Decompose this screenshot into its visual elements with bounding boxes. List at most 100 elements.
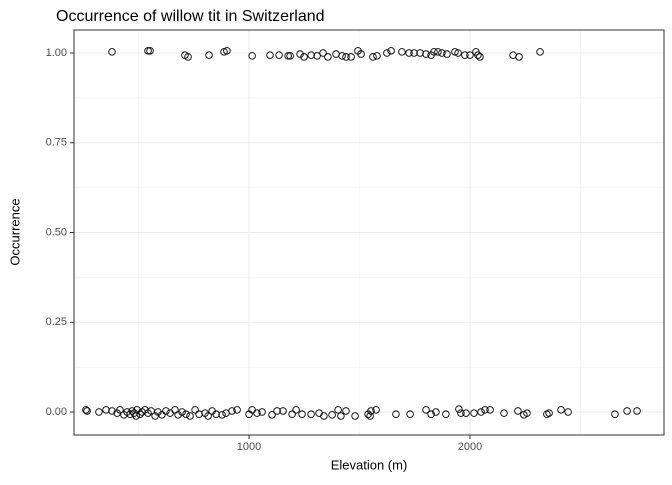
point xyxy=(218,411,226,419)
point xyxy=(523,409,531,417)
point xyxy=(334,406,342,414)
point xyxy=(342,53,350,61)
point xyxy=(284,52,292,60)
point xyxy=(204,412,212,420)
point xyxy=(466,51,474,59)
point xyxy=(369,53,377,61)
point xyxy=(212,410,220,418)
point xyxy=(470,409,478,417)
x-axis-label: Elevation (m) xyxy=(331,457,408,472)
point xyxy=(416,49,424,57)
point xyxy=(564,408,572,416)
point xyxy=(144,47,152,55)
point xyxy=(307,51,315,59)
point xyxy=(457,409,465,417)
point xyxy=(514,407,522,415)
chart-title: Occurrence of willow tit in Switzerland xyxy=(56,8,325,25)
point xyxy=(432,408,440,416)
point xyxy=(366,412,374,420)
point xyxy=(83,407,91,415)
point xyxy=(266,51,274,59)
point xyxy=(427,410,435,418)
point xyxy=(233,406,241,414)
point xyxy=(338,52,346,60)
point xyxy=(372,406,380,414)
point xyxy=(223,47,231,55)
point xyxy=(146,47,154,55)
point xyxy=(455,405,463,413)
x-tick-label: 1000 xyxy=(237,441,261,453)
point xyxy=(476,53,484,61)
point xyxy=(248,52,256,60)
point xyxy=(342,407,350,415)
point xyxy=(367,407,375,415)
point xyxy=(191,406,199,414)
point xyxy=(300,53,308,61)
point xyxy=(515,53,523,61)
point xyxy=(258,408,266,416)
point xyxy=(633,407,641,415)
y-tick-label: 0.50 xyxy=(46,226,67,238)
point xyxy=(462,409,470,417)
point xyxy=(313,52,321,60)
point xyxy=(324,53,332,61)
point xyxy=(474,51,482,59)
point xyxy=(398,48,406,56)
point xyxy=(95,408,103,416)
point xyxy=(128,407,136,415)
point xyxy=(108,48,116,56)
point xyxy=(545,409,553,417)
point xyxy=(430,48,438,56)
point xyxy=(422,50,430,58)
point xyxy=(184,53,192,61)
point xyxy=(286,52,294,60)
point xyxy=(442,410,450,418)
point xyxy=(279,407,287,415)
point xyxy=(116,406,124,414)
y-axis-label: Occurrence xyxy=(7,198,22,265)
y-tick-label: 0.25 xyxy=(46,316,67,328)
point xyxy=(253,409,261,417)
y-tick-label: 0.00 xyxy=(46,406,67,418)
point xyxy=(461,51,469,59)
point xyxy=(410,49,418,57)
point xyxy=(275,51,283,59)
point xyxy=(182,410,190,418)
panel-border xyxy=(73,29,665,436)
point xyxy=(273,407,281,415)
point xyxy=(320,412,328,420)
point xyxy=(434,48,442,56)
point xyxy=(351,412,359,420)
point xyxy=(481,406,489,414)
point xyxy=(451,48,459,56)
point xyxy=(102,406,110,414)
point xyxy=(357,50,365,58)
point xyxy=(195,410,203,418)
point xyxy=(186,412,194,420)
point xyxy=(392,410,400,418)
point xyxy=(347,53,355,61)
y-tick-label: 1.00 xyxy=(46,47,67,59)
point xyxy=(288,410,296,418)
point xyxy=(337,412,345,420)
point xyxy=(477,408,485,416)
point xyxy=(438,49,446,57)
point xyxy=(178,408,186,416)
point xyxy=(292,406,300,414)
point xyxy=(268,411,276,419)
point xyxy=(328,411,336,419)
x-tick-label: 2000 xyxy=(458,441,482,453)
point xyxy=(319,49,327,57)
point xyxy=(108,407,116,415)
point xyxy=(383,49,391,57)
point xyxy=(557,406,565,414)
point xyxy=(387,47,395,55)
point xyxy=(307,410,315,418)
point xyxy=(373,52,381,60)
point xyxy=(406,410,414,418)
point xyxy=(82,406,90,414)
point xyxy=(298,410,306,418)
point xyxy=(443,50,451,58)
point xyxy=(228,407,236,415)
